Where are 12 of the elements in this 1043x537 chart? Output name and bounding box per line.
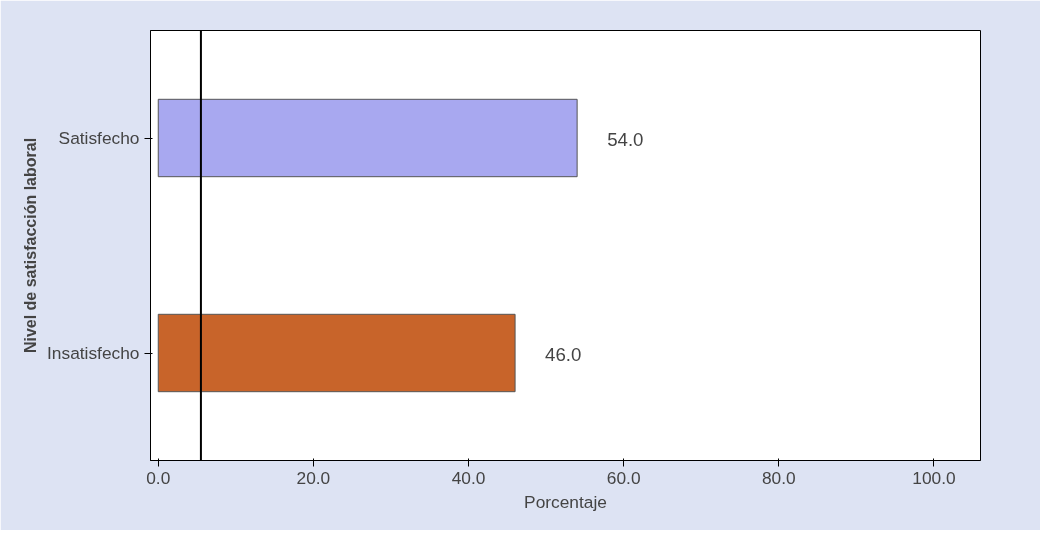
y-tick-label: Insatisfecho [47, 343, 140, 363]
x-tick-label: 40.0 [451, 467, 486, 488]
y-axis-title: Nivel de satisfacción laboral [22, 137, 40, 354]
x-tick-label: 0.0 [146, 467, 171, 488]
x-tick-label: 100.0 [912, 467, 956, 488]
x-tick-label: 80.0 [761, 467, 796, 488]
data-label: 46.0 [545, 344, 582, 365]
x-tick-label: 60.0 [606, 467, 641, 488]
x-axis-title: Porcentaje [524, 491, 607, 512]
x-tick-label: 20.0 [296, 467, 331, 488]
y-tick-label: Satisfecho [58, 128, 140, 148]
data-label: 54.0 [607, 129, 644, 150]
